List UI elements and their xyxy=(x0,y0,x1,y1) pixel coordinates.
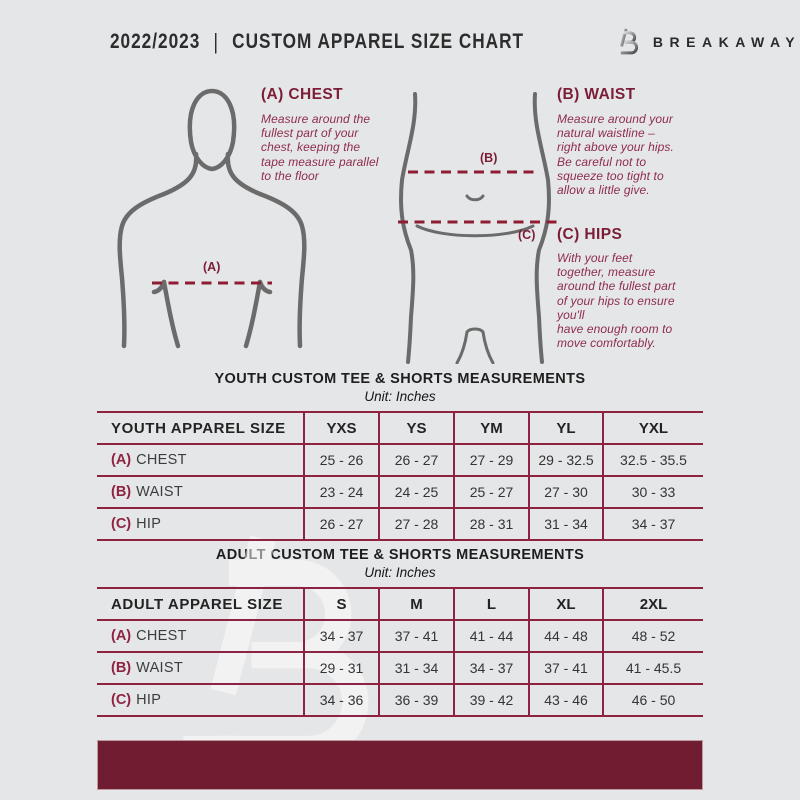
measurement-value: 46 - 50 xyxy=(602,685,703,715)
waist-section-heading: (B) WAIST xyxy=(557,86,636,103)
table-row: (B) WAIST 29 - 31 31 - 34 34 - 37 37 - 4… xyxy=(97,653,703,685)
column-header: ADULT APPAREL SIZE xyxy=(111,595,283,613)
youth-size-table: YOUTH APPAREL SIZE YXS YS YM YL YXL (A) … xyxy=(97,411,703,541)
measurement-value: 28 - 31 xyxy=(453,509,528,539)
column-header: 2XL xyxy=(602,589,703,619)
row-name: WAIST xyxy=(136,660,184,676)
column-header: XL xyxy=(528,589,602,619)
adult-table-header-row: ADULT APPAREL SIZE S M L XL 2XL xyxy=(97,589,703,621)
column-header: YXL xyxy=(602,413,703,443)
chest-section-heading: (A) CHEST xyxy=(261,86,343,103)
column-header: S xyxy=(303,589,378,619)
hips-line-label: (C) xyxy=(518,228,536,242)
row-label: (C) HIP xyxy=(97,509,303,539)
row-label: (A) CHEST xyxy=(97,621,303,651)
hips-diagram xyxy=(398,92,557,364)
measurement-value: 31 - 34 xyxy=(528,509,602,539)
measurement-value: 39 - 42 xyxy=(453,685,528,715)
column-header: YL xyxy=(528,413,602,443)
column-header: YS xyxy=(378,413,453,443)
page-header: 2022/2023 | CUSTOM APPAREL SIZE CHART xyxy=(110,22,795,62)
row-name: HIP xyxy=(136,692,162,708)
hips-section-text: With your feet together, measure around … xyxy=(557,251,676,351)
measurement-value: 23 - 24 xyxy=(303,477,378,507)
row-name: CHEST xyxy=(136,452,187,468)
measurement-value: 26 - 27 xyxy=(303,509,378,539)
measurement-value: 37 - 41 xyxy=(378,621,453,651)
title-separator: | xyxy=(213,29,220,54)
brand-name: BREAKAWAY xyxy=(652,34,800,50)
season-label: 2022/2023 xyxy=(110,30,201,53)
measurement-value: 48 - 52 xyxy=(602,621,703,651)
row-name: WAIST xyxy=(136,484,184,500)
row-label: (B) WAIST xyxy=(97,653,303,683)
measurement-value: 30 - 33 xyxy=(602,477,703,507)
brand-block: BREAKAWAY xyxy=(615,26,800,59)
measurement-value: 25 - 27 xyxy=(453,477,528,507)
measurement-value: 34 - 36 xyxy=(303,685,378,715)
table-row: (A) CHEST 34 - 37 37 - 41 41 - 44 44 - 4… xyxy=(97,621,703,653)
row-key: (C) xyxy=(111,692,132,708)
table-row: (A) CHEST 25 - 26 26 - 27 27 - 29 29 - 3… xyxy=(97,445,703,477)
measurement-value: 36 - 39 xyxy=(378,685,453,715)
measurement-value: 32.5 - 35.5 xyxy=(602,445,703,475)
chart-title: CUSTOM APPAREL SIZE CHART xyxy=(232,30,525,53)
column-header: M xyxy=(378,589,453,619)
table-row: (C) HIP 26 - 27 27 - 28 28 - 31 31 - 34 … xyxy=(97,509,703,541)
chest-line-label: (A) xyxy=(203,260,221,274)
measurement-value: 29 - 32.5 xyxy=(528,445,602,475)
hips-section-heading: (C) HIPS xyxy=(557,226,623,243)
chest-section-text: Measure around the fullest part of your … xyxy=(261,112,379,183)
row-label: (C) HIP xyxy=(97,685,303,715)
row-name: CHEST xyxy=(136,628,187,644)
measurement-value: 24 - 25 xyxy=(378,477,453,507)
column-header: L xyxy=(453,589,528,619)
breakaway-logo-icon xyxy=(616,27,638,54)
column-header: YXS xyxy=(303,413,378,443)
adult-table-subtitle: Unit: Inches xyxy=(364,565,436,580)
measurement-value: 27 - 28 xyxy=(378,509,453,539)
waist-section-text: Measure around your natural waistline – … xyxy=(557,112,674,198)
row-key: (B) xyxy=(111,660,132,676)
adult-table-title: ADULT CUSTOM TEE & SHORTS MEASUREMENTS xyxy=(215,547,585,563)
page-title: 2022/2023 | CUSTOM APPAREL SIZE CHART xyxy=(110,29,524,55)
table-row: (B) WAIST 23 - 24 24 - 25 25 - 27 27 - 3… xyxy=(97,477,703,509)
measurement-value: 26 - 27 xyxy=(378,445,453,475)
row-key: (A) xyxy=(111,628,132,644)
measurement-value: 27 - 30 xyxy=(528,477,602,507)
measurement-value: 41 - 45.5 xyxy=(602,653,703,683)
row-key: (B) xyxy=(111,484,132,500)
youth-table-header-row: YOUTH APPAREL SIZE YXS YS YM YL YXL xyxy=(97,413,703,445)
measurement-value: 44 - 48 xyxy=(528,621,602,651)
measurement-value: 34 - 37 xyxy=(602,509,703,539)
row-key: (C) xyxy=(111,516,132,532)
measurement-value: 37 - 41 xyxy=(528,653,602,683)
column-header: YM xyxy=(453,413,528,443)
row-label: (A) CHEST xyxy=(97,445,303,475)
table-row: (C) HIP 34 - 36 36 - 39 39 - 42 43 - 46 … xyxy=(97,685,703,717)
row-name: HIP xyxy=(136,516,162,532)
row-label: (B) WAIST xyxy=(97,477,303,507)
column-header: YOUTH APPAREL SIZE xyxy=(111,419,286,437)
row-key: (A) xyxy=(111,452,132,468)
measurement-value: 31 - 34 xyxy=(378,653,453,683)
measurement-value: 29 - 31 xyxy=(303,653,378,683)
measurement-value: 27 - 29 xyxy=(453,445,528,475)
youth-table-title: YOUTH CUSTOM TEE & SHORTS MEASUREMENTS xyxy=(214,371,586,387)
measurement-value: 43 - 46 xyxy=(528,685,602,715)
measurement-value: 34 - 37 xyxy=(303,621,378,651)
measurement-value: 25 - 26 xyxy=(303,445,378,475)
youth-table-subtitle: Unit: Inches xyxy=(364,389,436,404)
torso-diagram xyxy=(117,88,307,349)
waist-line-label: (B) xyxy=(480,151,498,165)
measurement-value: 41 - 44 xyxy=(453,621,528,651)
measurement-value: 34 - 37 xyxy=(453,653,528,683)
footer-accent-bar xyxy=(97,740,703,790)
adult-size-table: ADULT APPAREL SIZE S M L XL 2XL (A) CHES… xyxy=(97,587,703,717)
